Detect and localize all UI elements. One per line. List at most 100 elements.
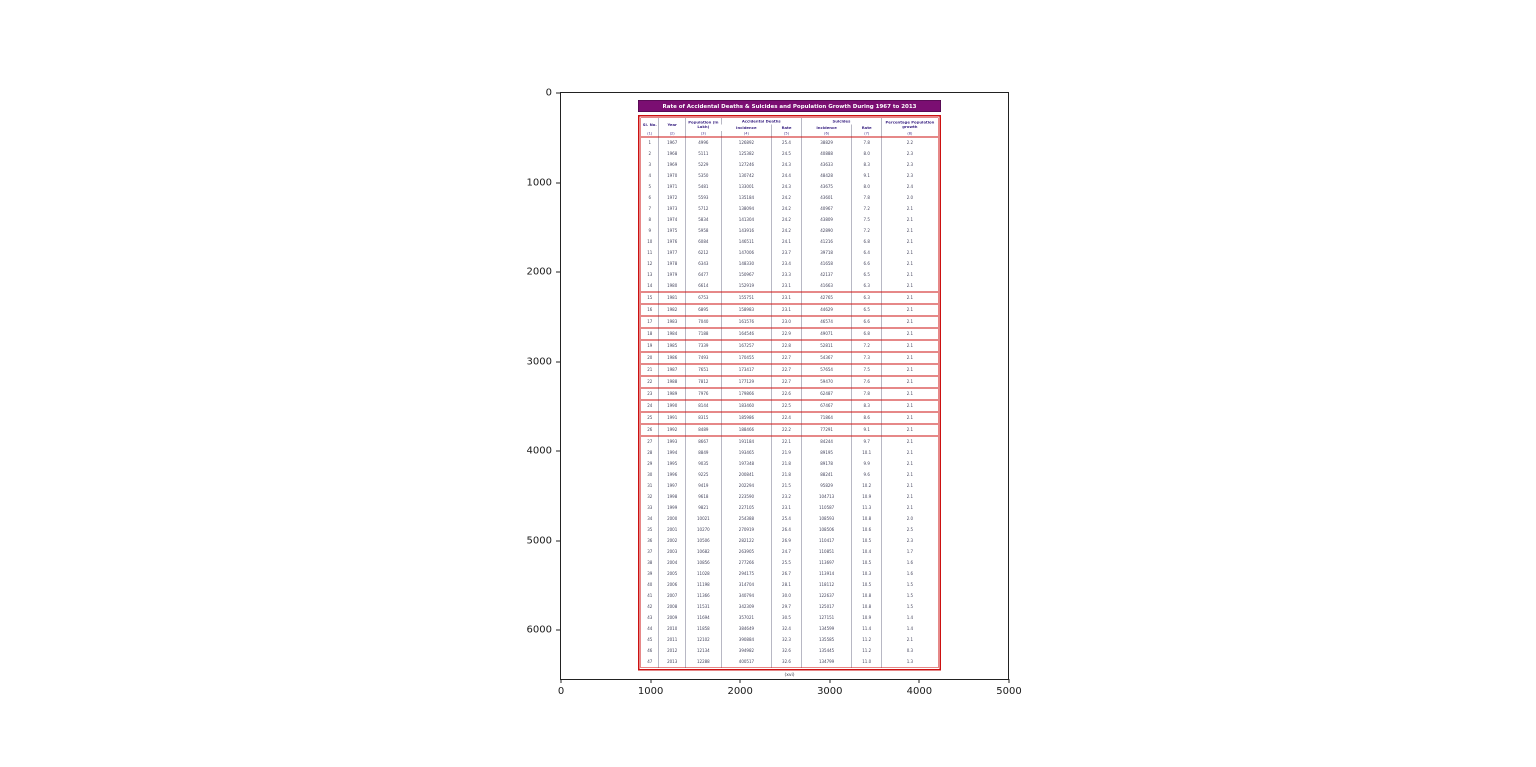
table-row: 23 1989 7976 179866 22.6 62487 7.8 2.1: [641, 388, 938, 400]
table-cell: 7.6: [851, 376, 882, 388]
table-cell: 2: [648, 151, 652, 157]
table-cell: 11.3: [851, 502, 882, 514]
table-cell: 173417: [720, 364, 772, 376]
table-cell: 202294: [720, 480, 772, 492]
table-cell: 1976: [658, 236, 686, 248]
table-cell: 4996: [685, 137, 722, 149]
y-tick-mark: [556, 271, 560, 273]
table-row: 25 1991 8315 185986 22.4 71864 8.6 2.1: [641, 412, 938, 424]
table-cell: 263905: [720, 546, 772, 558]
table-cell: 57654: [801, 364, 852, 376]
table-cell: 108593: [801, 513, 852, 525]
y-tick-mark: [556, 361, 560, 362]
col-header-sl-no: Sl. No.: [642, 122, 657, 127]
table-cell: 24: [647, 403, 653, 409]
table-cell: 7.5: [851, 214, 882, 226]
x-tick-label: 0: [557, 686, 565, 697]
table-cell: 1.6: [881, 568, 938, 580]
table-cell: 23: [647, 391, 653, 397]
table-cell: 7: [648, 206, 652, 212]
table-row: 16 1982 6895 158983 23.1 44629 6.5 2.1: [641, 304, 938, 316]
table-cell: 40888: [801, 148, 852, 160]
table-cell: 4: [648, 173, 652, 179]
table-cell: 155751: [720, 292, 772, 304]
table-row: 29 1995 9035 197348 21.8 89178 9.9 2.1: [641, 458, 938, 470]
table-cell: 52811: [801, 340, 852, 352]
table-cell: 30: [647, 472, 653, 478]
table-cell: 197348: [720, 458, 772, 470]
table-cell: 6.6: [851, 316, 882, 328]
table-row: 2 1968 5111 125382 24.5 40888 8.0 2.3: [641, 148, 938, 160]
table-cell: 183460: [720, 400, 772, 412]
table-cell: 314704: [720, 579, 772, 591]
table-cell: 45: [647, 637, 653, 643]
table-cell: 10.8: [851, 590, 882, 602]
table-cell: 2.1: [881, 292, 938, 304]
table-cell: 38: [647, 560, 653, 566]
table-cell: 8.3: [851, 159, 882, 171]
table-row: 38 2004 10856 277266 25.5 113697 10.5 1.6: [641, 557, 938, 569]
table-cell: 2.1: [881, 236, 938, 248]
table-cell: 21: [647, 367, 653, 373]
table-row: 14 1980 6614 152919 23.1 41663 6.3 2.1: [641, 280, 938, 292]
table-cell: 8315: [685, 412, 722, 424]
table-cell: 22.9: [771, 328, 802, 340]
table-cell: 11.0: [851, 656, 882, 668]
table-row: 41 2007 11366 340794 30.0 122637 10.8 1.5: [641, 590, 938, 602]
col-index: (1): [647, 131, 653, 136]
table-cell: 48428: [801, 170, 852, 182]
table-cell: 21.9: [771, 447, 802, 459]
table-cell: 49071: [801, 328, 852, 340]
table-cell: 2002: [658, 535, 686, 547]
table-cell: 5229: [685, 159, 722, 171]
table-cell: 11858: [685, 623, 722, 635]
table-cell: 7976: [685, 388, 722, 400]
table-cell: 23.0: [771, 316, 802, 328]
table-cell: 22.1: [771, 436, 802, 448]
axes-frame: Rate of Accidental Deaths & Suicides and…: [527, 88, 1022, 698]
table-cell: 41216: [801, 236, 852, 248]
table-cell: 200841: [720, 469, 772, 481]
table-cell: 19: [647, 343, 653, 349]
table-border-box: Sl. No. Year Population (in Lakh) Accide…: [638, 115, 941, 671]
table-cell: 47: [647, 659, 653, 665]
table-cell: 1996: [658, 469, 686, 481]
table-cell: 28: [647, 450, 653, 456]
x-tick-mark: [1008, 679, 1010, 683]
table-row: 18 1984 7188 164546 22.9 49071 6.8 2.1: [641, 328, 938, 340]
col-index: (8): [881, 131, 938, 137]
table-cell: 118112: [801, 579, 852, 591]
table-cell: 342309: [720, 601, 772, 613]
table-cell: 23.3: [771, 269, 802, 281]
y-tick-label: 0: [545, 87, 552, 99]
table-cell: 22.7: [771, 376, 802, 388]
table-cell: 1.4: [881, 623, 938, 635]
table-cell: 21.8: [771, 458, 802, 470]
table-cell: 270919: [720, 524, 772, 536]
table-cell: 5350: [685, 170, 722, 182]
table-cell: 167257: [720, 340, 772, 352]
table-cell: 71864: [801, 412, 852, 424]
table-cell: 8.3: [851, 400, 882, 412]
table-cell: 10270: [685, 524, 722, 536]
table-row: 19 1985 7339 167257 22.8 52811 7.2 2.1: [641, 340, 938, 352]
table-row: 44 2010 11858 384649 32.4 134599 11.4 1.4: [641, 623, 938, 635]
table-cell: 32.3: [771, 634, 802, 646]
col-header-ad-incidence: Incidence: [736, 125, 757, 131]
table-row: 27 1993 8667 191184 22.1 84244 9.7 2.1: [641, 436, 938, 448]
table-cell: 32: [647, 494, 653, 500]
table-cell: 10.6: [851, 524, 882, 536]
table-cell: 59470: [801, 376, 852, 388]
table-cell: 2.1: [881, 502, 938, 514]
col-header-su-incidence: Incidence: [801, 124, 852, 131]
table-cell: 9.9: [851, 458, 882, 470]
table-cell: 32.6: [771, 656, 802, 668]
table-row: 35 2001 10270 270919 26.4 108506 10.6 2.5: [641, 524, 938, 536]
table-cell: 1989: [658, 388, 686, 400]
table-cell: 10.2: [851, 480, 882, 492]
table-cell: 1981: [658, 292, 686, 304]
table-cell: 9821: [685, 502, 722, 514]
table-cell: 6.3: [851, 280, 882, 292]
table-cell: 2.1: [881, 412, 938, 424]
